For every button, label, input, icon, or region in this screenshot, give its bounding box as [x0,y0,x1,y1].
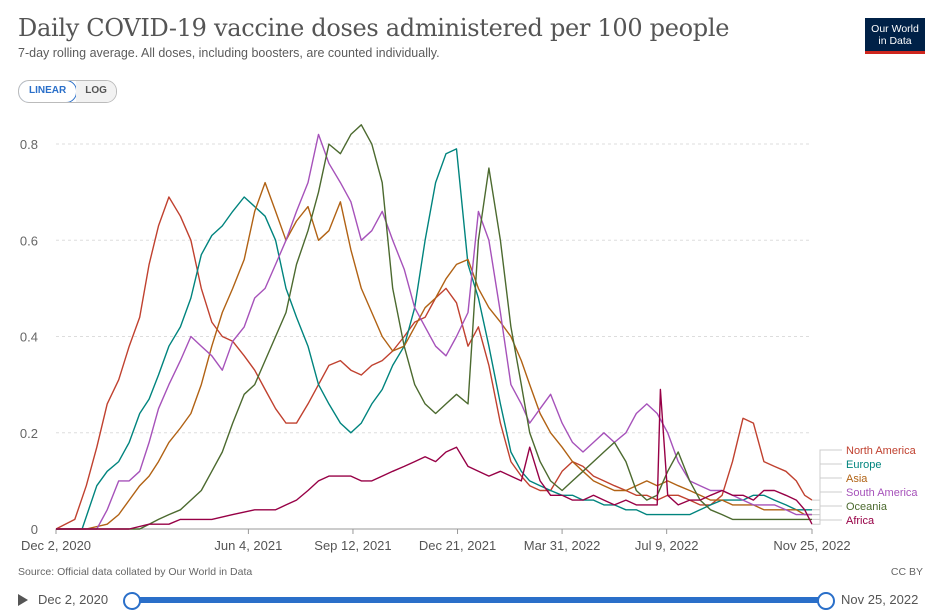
y-tick-label: 0.2 [20,426,38,441]
legend-label: North America [846,445,917,457]
x-tick-label: Mar 31, 2022 [524,538,601,553]
series-line [56,148,812,530]
x-tick-label: Dec 2, 2020 [21,538,91,553]
legend-label: Africa [846,515,875,527]
logo-accent-bar [865,51,925,54]
log-scale-button[interactable]: LOG [76,81,116,102]
timeline-end-handle[interactable] [817,592,835,610]
owid-logo[interactable]: Our World in Data [865,18,925,54]
timeline-track[interactable] [131,597,825,603]
y-tick-label: 0.4 [20,330,38,345]
y-tick-label: 0.6 [20,233,38,248]
y-axis: 0 0.2 0.4 0.6 0.8 [20,137,38,537]
legend-connector [812,463,842,511]
scale-toggle[interactable]: LINEAR LOG [18,80,117,103]
x-tick-label: Nov 25, 2022 [773,538,850,553]
grid-lines [56,143,812,530]
series-line [56,388,813,530]
series-line [56,133,812,530]
chart-subtitle: 7-day rolling average. All doses, includ… [18,46,440,60]
license-link[interactable]: CC BY [890,566,923,578]
x-tick-label: Jun 4, 2021 [214,538,282,553]
timeline-start-handle[interactable] [123,592,141,610]
logo-line1: Our World [871,23,919,35]
timeline-end-label: Nov 25, 2022 [841,592,919,607]
x-tick-label: Dec 21, 2021 [419,538,496,553]
legend-connector [812,449,842,501]
source-note: Source: Official data collated by Our Wo… [18,566,253,578]
x-tick-label: Sep 12, 2021 [314,538,391,553]
legend-connector [812,519,842,525]
legend-label: Asia [846,473,868,485]
legend: North America Europe Asia South America Ocea… [812,445,918,527]
play-icon[interactable] [18,594,28,606]
logo-line2: in Data [878,35,912,47]
y-tick-label: 0.8 [20,137,38,152]
legend-label: Oceania [846,501,888,513]
legend-label: Europe [846,459,881,471]
legend-connector [812,505,842,520]
legend-label: South America [846,487,918,499]
x-axis: Dec 2, 2020 Jun 4, 2021 Sep 12, 2021 Dec 21… [21,528,851,553]
legend-connector [812,491,842,516]
chart-title: Daily COVID-19 vaccine doses administere… [18,14,730,42]
y-tick-label: 0 [31,522,38,537]
series-line [56,124,812,530]
series-line [56,181,812,530]
x-tick-label: Jul 9, 2022 [635,538,699,553]
series-lines [55,124,813,530]
legend-connector [812,477,842,516]
timeline-start-label: Dec 2, 2020 [38,592,109,607]
series-line [55,196,813,530]
